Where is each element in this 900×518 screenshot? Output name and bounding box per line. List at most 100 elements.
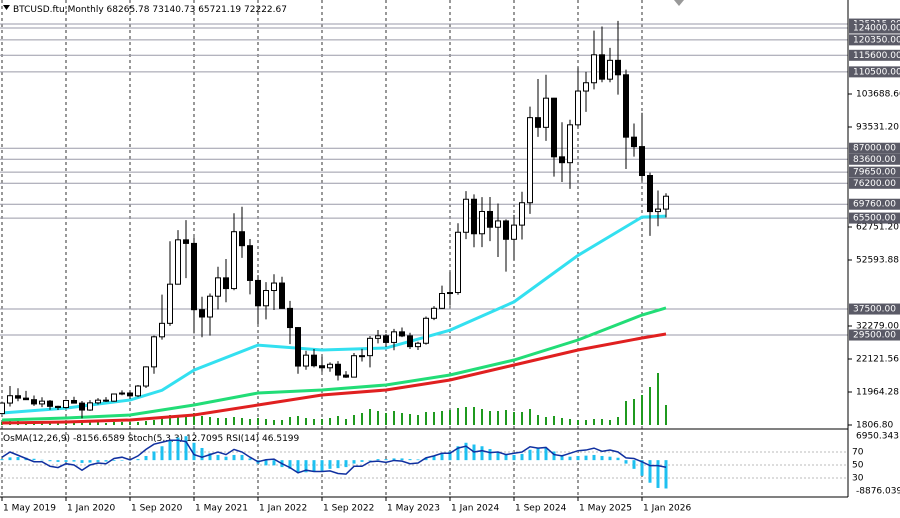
candle-body	[223, 277, 229, 290]
candle-body	[87, 402, 93, 411]
candle-body	[151, 336, 157, 368]
level-tag	[849, 22, 900, 34]
candle-body	[327, 363, 333, 369]
candle-body	[439, 293, 445, 309]
osma-bar	[216, 454, 220, 461]
osma-bar	[168, 441, 172, 461]
candle-body	[407, 335, 413, 348]
candle-body	[7, 395, 13, 404]
level-label: 110500.00	[853, 67, 900, 77]
level-tag	[849, 66, 900, 78]
candle-body	[471, 198, 477, 235]
chart-title: BTCUSD.ftu,Monthly 68265.78 73140.73 657…	[13, 5, 287, 15]
level-tag	[849, 34, 900, 46]
rsi-tick-label: 70	[852, 448, 864, 458]
candle-body	[647, 175, 653, 213]
candle-body	[519, 202, 525, 226]
candle-body	[423, 317, 429, 344]
candle-body	[263, 290, 269, 307]
x-tick-label: 1 Sep 2022	[323, 504, 374, 514]
osma-bar	[488, 449, 492, 461]
osma-bar	[528, 449, 532, 461]
candle-body	[663, 195, 669, 210]
level-label: 69760.00	[853, 200, 896, 210]
y-tick-label: 32279.00	[856, 321, 899, 331]
candle-body	[71, 399, 77, 404]
osma-bar	[8, 457, 12, 461]
osma-bar	[160, 446, 164, 461]
candle-body	[599, 54, 605, 80]
osma-bar	[656, 460, 660, 488]
y-tick-label: 62751.20	[856, 222, 899, 232]
osma-bar	[600, 455, 604, 461]
osma-bar	[120, 460, 124, 461]
candle-body	[279, 282, 285, 309]
y-tick-label: 1806.80	[856, 421, 893, 431]
osma-bar	[48, 460, 52, 462]
osma-bar	[320, 460, 324, 471]
osma-bar	[336, 460, 340, 469]
osma-bar	[592, 454, 596, 461]
osma-bar	[344, 460, 348, 468]
rsi-tick-label: 30	[852, 474, 864, 484]
osma-bar	[544, 447, 548, 461]
osma-bar	[64, 460, 68, 462]
candle-body	[463, 198, 469, 233]
candle-body	[607, 59, 613, 80]
candle-body	[15, 395, 21, 399]
osma-bar	[248, 458, 252, 461]
candle-body	[207, 295, 213, 318]
osma-bar	[624, 460, 628, 464]
osma-bar	[552, 451, 556, 461]
x-tick-label: 1 May 2023	[387, 504, 440, 514]
candle-body	[247, 245, 253, 281]
candle-body	[511, 224, 517, 240]
candle-body	[567, 124, 573, 164]
candle-body	[39, 400, 45, 405]
osma-bar	[296, 460, 300, 473]
osma-bar	[96, 460, 100, 462]
osma-bar	[56, 460, 60, 462]
osma-bar	[32, 458, 36, 461]
osma-bar	[400, 458, 404, 461]
y-tick-label: 11964.28	[856, 387, 899, 397]
candle-body	[575, 90, 581, 126]
osma-bar	[312, 460, 316, 472]
level-label: 29500.00	[853, 331, 896, 341]
y-tick-label: 103688.60	[856, 89, 900, 99]
candle-body	[311, 354, 317, 367]
y-tick-label: 52593.88	[856, 255, 899, 265]
moving-average	[1, 306, 667, 422]
level-tag	[849, 329, 900, 341]
candle-body	[503, 220, 509, 240]
level-tag	[849, 153, 900, 165]
osma-bar	[632, 460, 636, 469]
level-label: 65500.00	[853, 214, 896, 224]
candle-body	[271, 282, 277, 292]
x-tick-label: 1 May 2025	[579, 504, 632, 514]
candle-body	[535, 117, 541, 128]
osc-tick-label: 6950.3431	[856, 432, 900, 442]
candle-body	[559, 156, 565, 164]
osma-bar	[112, 460, 116, 461]
candle-body	[239, 231, 245, 247]
level-label: 120350.00	[853, 35, 900, 45]
candle-body	[615, 59, 621, 76]
level-label: 87000.00	[853, 144, 896, 154]
candle-body	[623, 74, 629, 138]
level-tag	[849, 166, 900, 178]
osma-bar	[288, 460, 292, 469]
candle-body	[55, 405, 61, 409]
y-tick-label: 22121.56	[856, 354, 899, 364]
candle-body	[431, 307, 437, 319]
osma-bar	[144, 455, 148, 461]
osma-bar	[576, 455, 580, 461]
candle-body	[159, 322, 165, 338]
moving-average	[1, 214, 667, 415]
level-label: 79650.00	[853, 168, 896, 178]
osma-bar	[464, 442, 468, 461]
level-label: 76200.00	[853, 179, 896, 189]
candle-body	[231, 231, 237, 290]
osma-bar	[608, 456, 612, 461]
